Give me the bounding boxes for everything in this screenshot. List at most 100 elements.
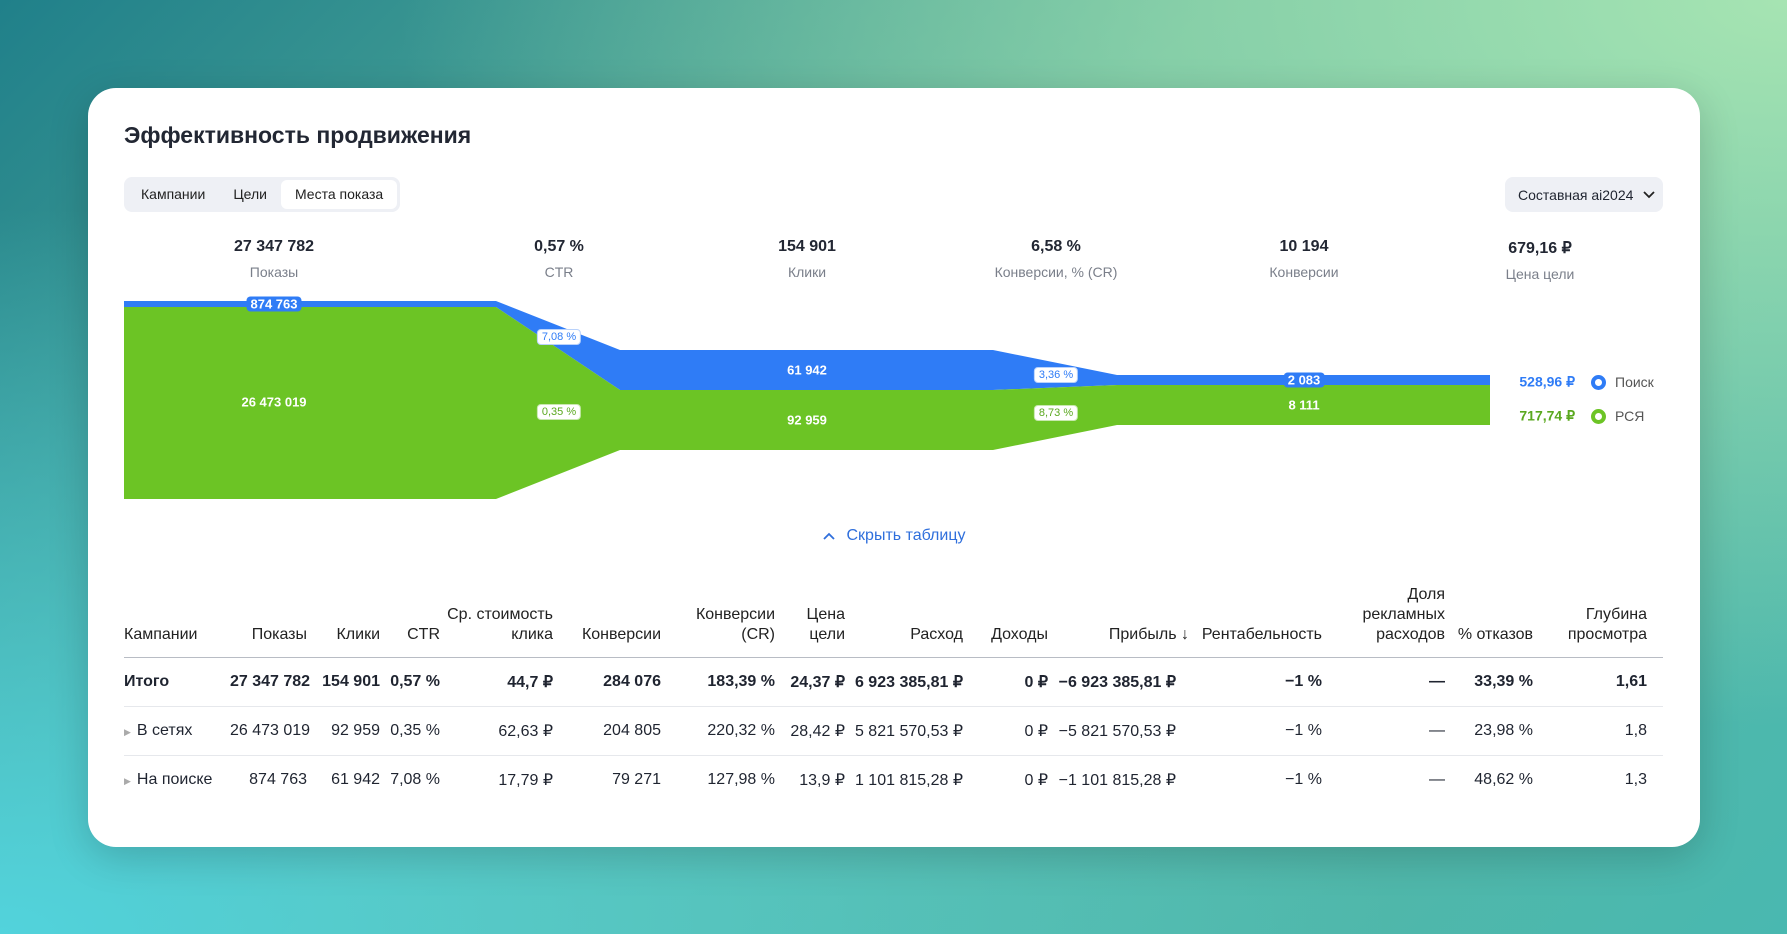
column-header[interactable]: Конверсии (CR): [661, 585, 775, 658]
table-header-row: Кампании Показы Клики CTR Ср. стоимость клик…: [124, 585, 1663, 658]
table-cell: —: [1322, 657, 1445, 707]
column-header[interactable]: Кампании: [124, 585, 230, 658]
cell-text: 92 959: [331, 722, 380, 739]
metric-value: 0,57 %: [534, 238, 584, 255]
metric-label: Цена цели: [1505, 266, 1575, 282]
column-header[interactable]: Прибыль ↓: [1048, 585, 1189, 658]
table-cell: 27 347 782: [230, 657, 311, 707]
network-goal-price: 717,74 ₽: [1519, 407, 1575, 424]
legend-networks[interactable]: РСЯ: [1591, 408, 1644, 424]
circle-icon: [1591, 408, 1606, 424]
cell-text: −1 101 815,28 ₽: [1058, 772, 1176, 790]
metric-impressions: 27 347 782 Показы: [164, 238, 384, 280]
network-conversions-band: [1117, 385, 1490, 425]
sankey-chart: [124, 301, 1490, 499]
goal-select-value: Составная ai2024: [1518, 186, 1634, 203]
cell-text: 0,35 %: [390, 722, 440, 739]
table-cell: 0 ₽: [963, 657, 1048, 707]
cell-text: 1,61: [1615, 673, 1647, 690]
cell-text: 24,37 ₽: [790, 674, 845, 691]
table-cell: 1,8: [1533, 706, 1647, 756]
column-header[interactable]: Клики: [307, 585, 380, 658]
column-header[interactable]: CTR: [380, 585, 440, 658]
table-cell: 62,63 ₽: [440, 706, 553, 756]
table-cell: —: [1322, 706, 1445, 756]
cell-text: 1,8: [1624, 722, 1647, 739]
table-cell: −1 %: [1189, 657, 1322, 707]
network-clicks-label: 92 959: [787, 412, 827, 428]
column-header[interactable]: Конверсии: [553, 585, 661, 658]
table-cell: —: [1322, 756, 1445, 805]
table-cell: 79 271: [553, 756, 661, 805]
column-header[interactable]: Показы: [230, 585, 307, 658]
chevron-up-icon: [822, 532, 835, 540]
network-impressions-label: 26 473 019: [241, 394, 307, 410]
stats-table: Кампании Показы Клики CTR Ср. стоимость клик…: [124, 585, 1663, 805]
metric-cr: 6,58 % Конверсии, % (CR): [946, 238, 1166, 280]
column-header[interactable]: Глубина просмотра: [1533, 585, 1647, 658]
table-cell: 154 901: [307, 657, 380, 707]
table-cell: −6 923 385,81 ₽: [1048, 657, 1189, 707]
cell-text: На поиске: [136, 771, 213, 789]
table-cell: 1,3: [1533, 756, 1647, 805]
cell-text: 0,57 %: [390, 673, 440, 690]
cell-text: 27 347 782: [230, 673, 311, 690]
network-conversions-label: 8 111: [1288, 397, 1320, 413]
cell-text: 154 901: [322, 673, 380, 690]
table-cell: 6 923 385,81 ₽: [845, 657, 963, 707]
metric-label: Конверсии: [1269, 264, 1339, 280]
metric-label: Конверсии, % (CR): [994, 264, 1118, 280]
table-cell: Итого: [124, 657, 230, 707]
expand-triangle-icon[interactable]: ▶: [124, 776, 131, 787]
search-cr-label: 3,36 %: [1033, 367, 1079, 383]
tab-campaigns[interactable]: Кампании: [141, 186, 206, 202]
search-clicks-band: [620, 350, 993, 390]
table-row[interactable]: ▶ В сетях 26 473 019 92 959 0,35 % 62,63 ₽ 204…: [124, 706, 1663, 756]
search-impressions-label: 874 763: [246, 296, 302, 312]
table-cell: 204 805: [553, 706, 661, 756]
legend-search[interactable]: Поиск: [1591, 374, 1654, 390]
cell-text: 6 923 385,81 ₽: [854, 674, 963, 691]
search-conversions-label: 2 083: [1283, 372, 1325, 388]
column-header[interactable]: % отказов: [1445, 585, 1533, 658]
hide-table-link[interactable]: Скрыть таблицу: [88, 527, 1700, 545]
column-header[interactable]: Рентабельность: [1189, 585, 1322, 658]
page-title: Эффективность продвижения: [124, 122, 472, 148]
cell-text: 204 805: [603, 722, 661, 739]
cell-text: 5 821 570,53 ₽: [854, 723, 963, 740]
column-header[interactable]: Расход: [845, 585, 963, 658]
goal-select[interactable]: Составная ai2024: [1505, 177, 1663, 212]
tab-goals[interactable]: Цели: [233, 186, 267, 202]
cell-text: −5 821 570,53 ₽: [1058, 723, 1176, 740]
table-cell: 13,9 ₽: [775, 756, 845, 805]
table-cell: 92 959: [307, 706, 380, 756]
table-row[interactable]: ▶ На поиске 874 763 61 942 7,08 % 17,79 ₽ 79 2…: [124, 756, 1663, 805]
network-impressions-band: [124, 307, 496, 499]
metric-value: 6,58 %: [1031, 238, 1081, 255]
table-cell: 7,08 %: [380, 756, 440, 805]
circle-icon: [1591, 374, 1606, 390]
metric-goal-price: 679,16 ₽ Цена цели: [1430, 238, 1650, 282]
cell-text: 62,63 ₽: [498, 723, 553, 740]
cell-text: 220,32 %: [707, 722, 775, 739]
network-ctr-flow: [496, 307, 620, 499]
column-header[interactable]: Доходы: [963, 585, 1048, 658]
column-header[interactable]: Цена цели: [775, 585, 845, 658]
promotion-efficiency-card: Эффективность продвижения Кампании Цели …: [88, 88, 1700, 847]
cell-text: 28,42 ₽: [790, 723, 845, 740]
cell-text: 17,79 ₽: [498, 772, 553, 790]
cell-text: 79 271: [612, 771, 661, 789]
hide-table-label: Скрыть таблицу: [846, 527, 966, 544]
column-header[interactable]: Ср. стоимость клика: [440, 585, 553, 658]
table-cell: 33,39 %: [1445, 657, 1533, 707]
column-header[interactable]: Доля рекламных расходов: [1322, 585, 1445, 658]
table-cell: 1 101 815,28 ₽: [845, 756, 963, 805]
expand-triangle-icon[interactable]: ▶: [124, 727, 131, 737]
table-cell: 0 ₽: [963, 706, 1048, 756]
table-cell: 26 473 019: [230, 706, 310, 756]
table-cell: 0 ₽: [963, 756, 1048, 805]
tab-placements[interactable]: Места показа: [280, 180, 398, 209]
cell-text: 48,62 %: [1474, 771, 1533, 789]
table-cell: 220,32 %: [661, 706, 775, 756]
table-cell: 1,61: [1533, 657, 1647, 707]
